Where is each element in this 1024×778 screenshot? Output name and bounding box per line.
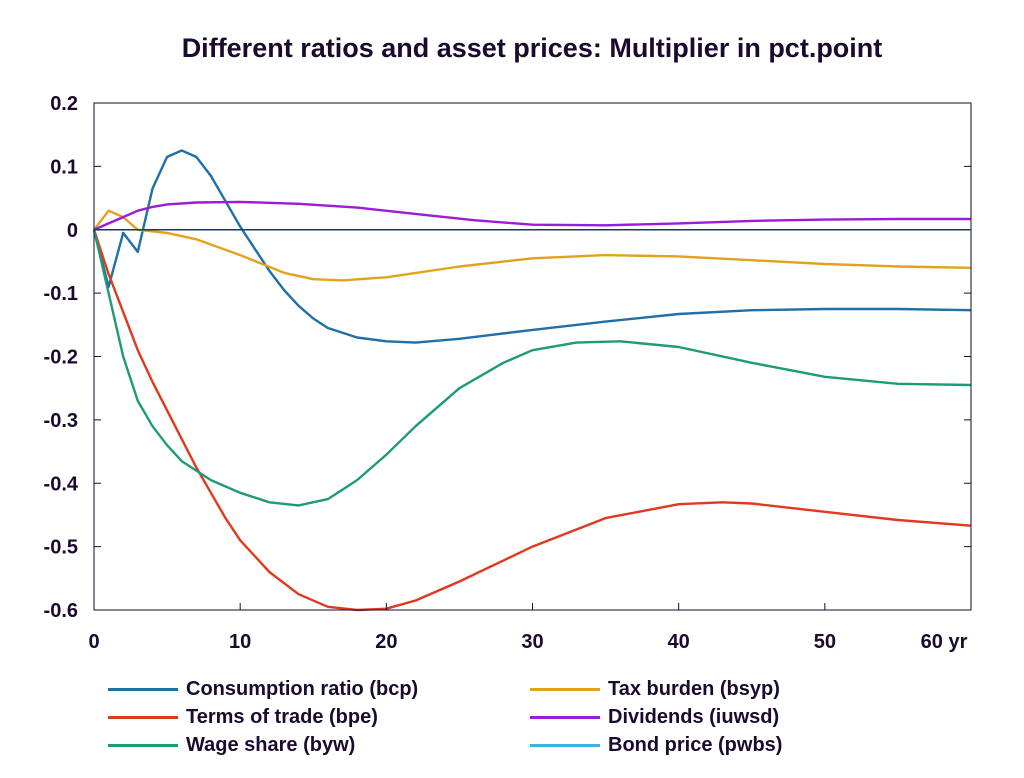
legend-item-bond-price: Bond price (pwbs) <box>530 730 782 760</box>
legend-label-consumption-ratio: Consumption ratio (bcp) <box>186 677 419 700</box>
y-tick-label: 0.2 <box>50 93 78 115</box>
legend-swatch-dividends <box>530 715 600 719</box>
legend-item-tax-burden: Tax burden (bsyp) <box>530 674 780 704</box>
y-tick-label: -0.4 <box>44 473 79 495</box>
legend-item-wage-share: Wage share (byw) <box>108 730 355 760</box>
legend-item-terms-of-trade: Terms of trade (bpe) <box>108 702 378 732</box>
series-line-dividends <box>93 200 971 231</box>
x-tick-label: 40 <box>668 631 690 653</box>
legend-item-dividends: Dividends (iuwsd) <box>530 702 779 732</box>
x-tick-label: 50 <box>814 631 836 653</box>
legend-label-tax-burden: Tax burden (bsyp) <box>608 677 780 700</box>
y-tick-label: -0.5 <box>44 537 78 559</box>
legend-swatch-wage-share <box>108 743 178 747</box>
legend-swatch-terms-of-trade <box>108 715 178 719</box>
x-tick-label: 60 yr <box>921 631 968 653</box>
x-tick-label: 0 <box>88 631 99 653</box>
x-tick-label: 20 <box>375 631 397 653</box>
y-tick-label: 0.1 <box>50 156 78 178</box>
line-chart: 0.2 0.1 0 -0.1 -0.2 -0.3 -0.4 -0.5 -0.6 0 10 20 30 40… <box>44 93 972 653</box>
y-tick-label: -0.1 <box>44 283 78 305</box>
legend-item-consumption-ratio: Consumption ratio (bcp) <box>108 674 418 704</box>
axis-layer: 0.2 0.1 0 -0.1 -0.2 -0.3 -0.4 -0.5 -0.6 0 10 20 30 40… <box>44 93 972 653</box>
legend-swatch-consumption-ratio <box>108 687 178 691</box>
series-line-consumption-ratio <box>92 149 972 344</box>
plot-frame <box>93 102 972 611</box>
series-layer <box>92 149 972 612</box>
chart-title: Different ratios and asset prices: Multi… <box>181 33 883 63</box>
x-tick-label: 10 <box>229 631 251 653</box>
x-tick-label: 30 <box>521 631 543 653</box>
legend-swatch-bond-price <box>530 743 600 747</box>
legend: Consumption ratio (bcp) Terms of trade (… <box>0 670 1024 770</box>
legend-label-wage-share: Wage share (byw) <box>186 733 356 756</box>
series-line-terms-of-trade <box>92 229 972 612</box>
legend-label-dividends: Dividends (iuwsd) <box>608 705 780 728</box>
y-tick-label: -0.3 <box>44 410 78 432</box>
series-line-tax-burden <box>93 209 972 282</box>
legend-swatch-tax-burden <box>530 687 600 691</box>
y-tick-label: 0 <box>67 220 78 242</box>
y-tick-label: -0.2 <box>44 347 78 369</box>
series-line-wage-share <box>92 229 972 507</box>
legend-label-terms-of-trade: Terms of trade (bpe) <box>186 705 378 728</box>
legend-label-bond-price: Bond price (pwbs) <box>608 733 783 756</box>
y-tick-label: -0.6 <box>44 600 78 622</box>
